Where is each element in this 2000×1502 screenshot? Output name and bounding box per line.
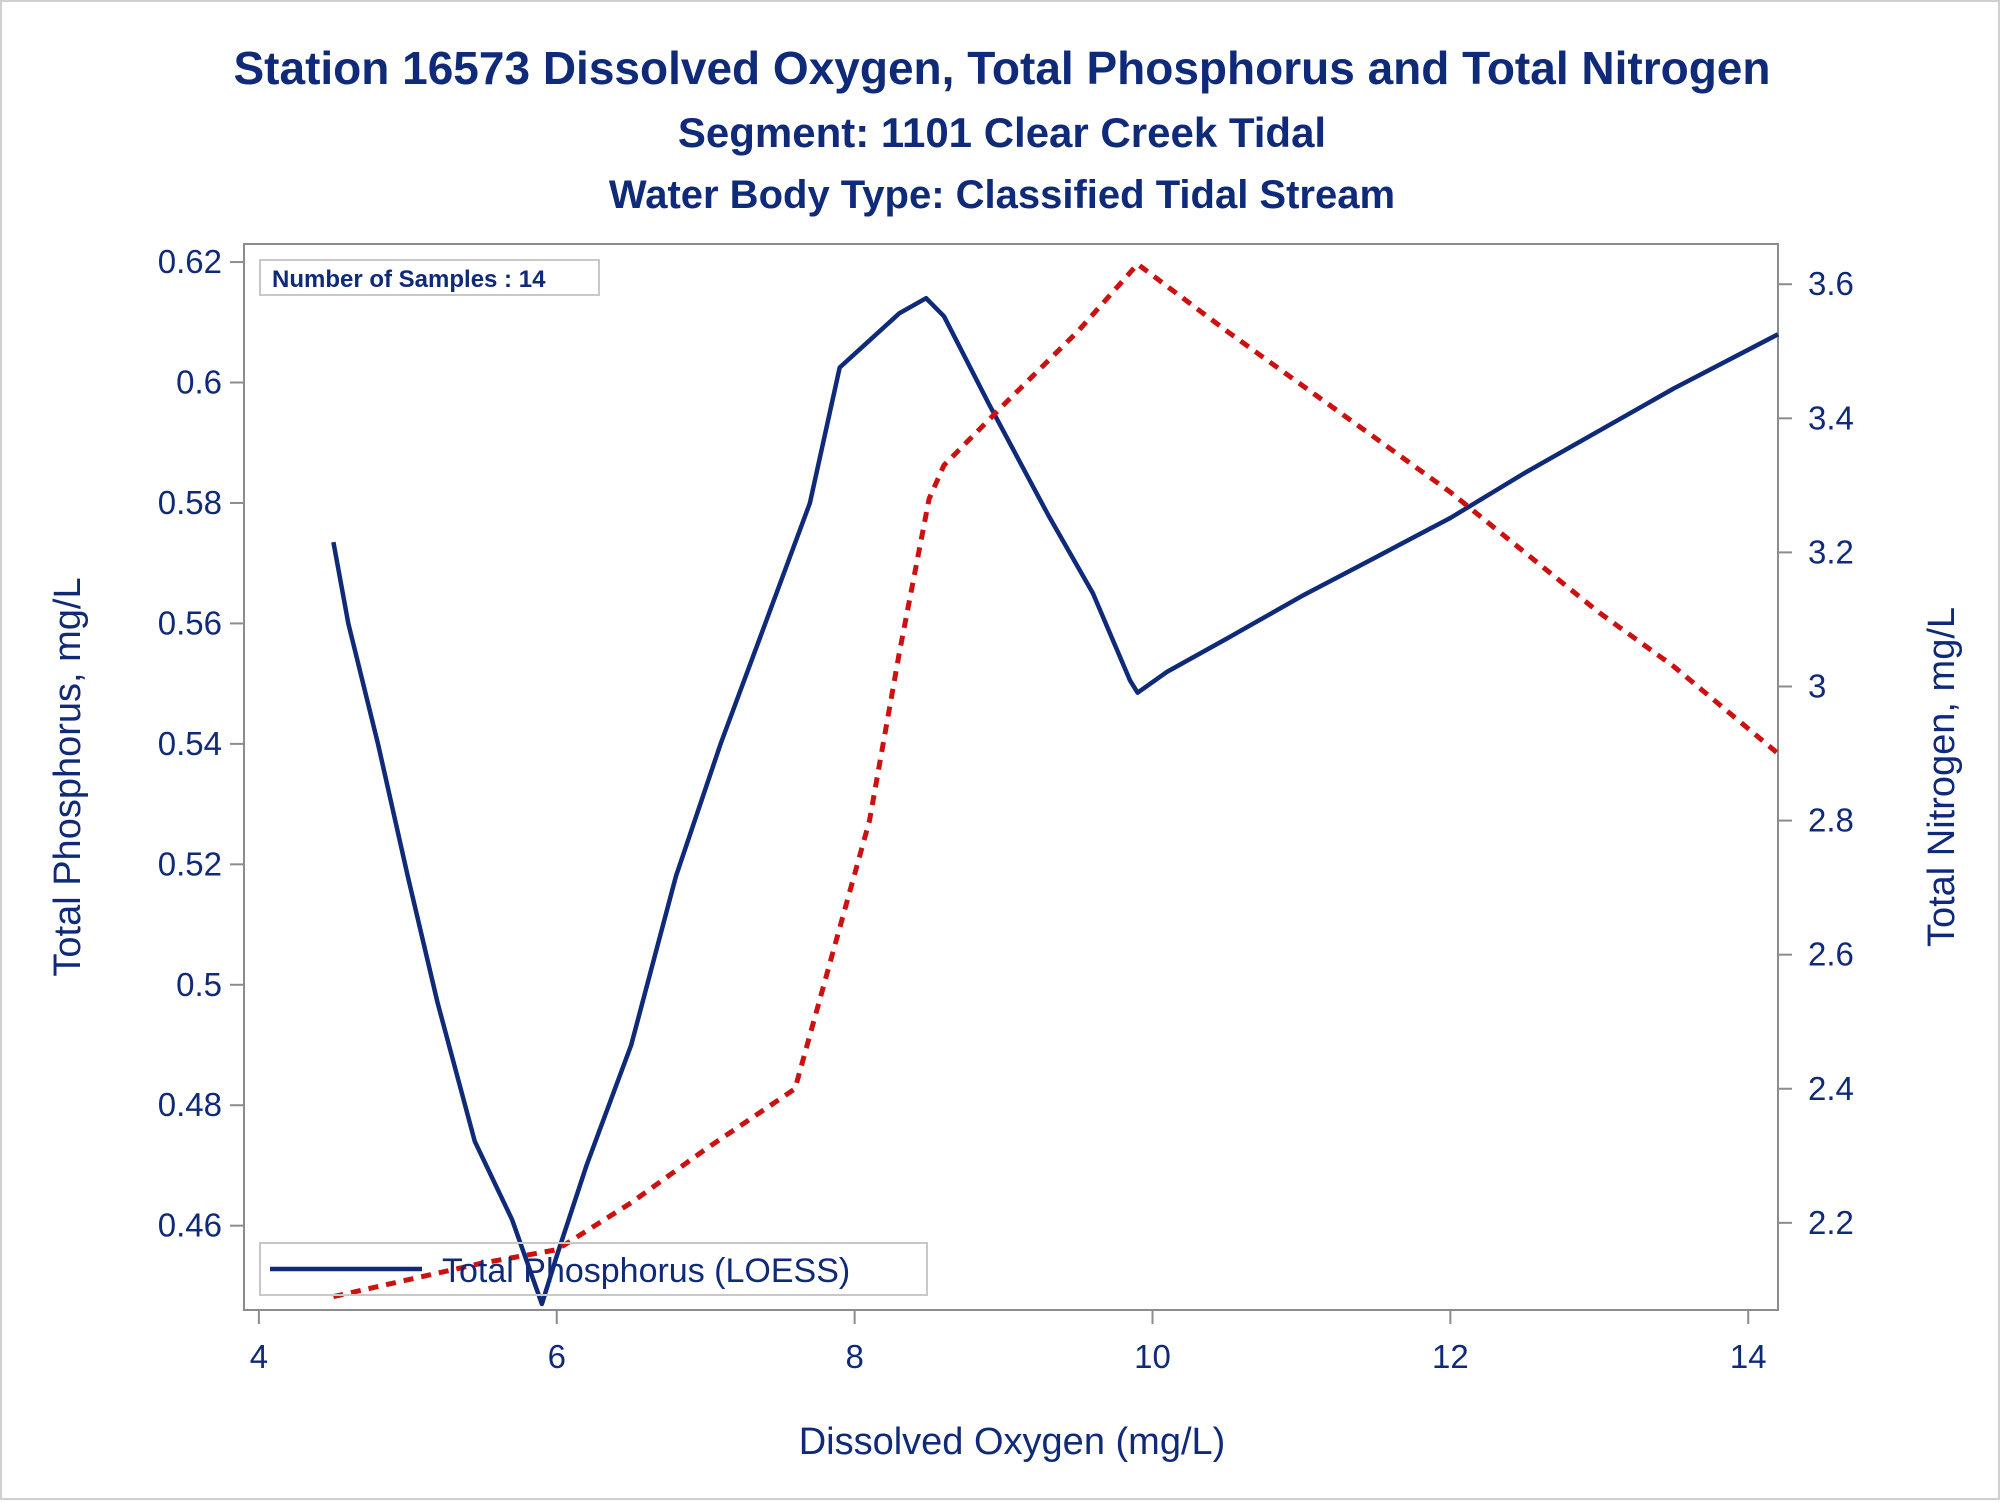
y-tick-label: 0.54 xyxy=(158,725,222,762)
y-tick-label: 0.62 xyxy=(158,243,222,280)
y2-tick-label: 2.4 xyxy=(1808,1070,1854,1107)
x-tick-label: 14 xyxy=(1730,1338,1767,1375)
y2-tick-label: 2.2 xyxy=(1808,1204,1854,1241)
x-tick-label: 6 xyxy=(548,1338,566,1375)
samples-inset-box xyxy=(259,259,600,296)
plot-area xyxy=(243,243,1779,1311)
x-tick-label: 4 xyxy=(250,1338,268,1375)
x-axis: 4 6 8 10 12 14 xyxy=(250,1310,1767,1375)
y-axis-right: 2.2 2.4 2.6 2.8 3 3.2 3.4 3.6 xyxy=(1778,265,1854,1241)
series-line-total-nitrogen xyxy=(332,261,1780,1300)
legend-label-phosphorus: Total Phosphorus (LOESS) xyxy=(442,1252,850,1290)
chart-subtitle-water-body: Water Body Type: Classified Tidal Stream xyxy=(609,173,1395,217)
y-tick-label: 0.52 xyxy=(158,845,222,882)
y-axis-left: 0.46 0.48 0.5 0.52 0.54 0.56 0.58 0.6 0.62 xyxy=(158,243,244,1244)
y2-tick-label: 3.2 xyxy=(1808,533,1854,570)
y-tick-label: 0.46 xyxy=(158,1207,222,1244)
y-tick-label: 0.48 xyxy=(158,1086,222,1123)
y2-tick-label: 3 xyxy=(1808,667,1826,704)
y-tick-label: 0.58 xyxy=(158,484,222,521)
chart-title: Station 16573 Dissolved Oxygen, Total Ph… xyxy=(233,42,1770,94)
y-axis-right-title: Total Nitrogen, mg/L xyxy=(1921,607,1963,947)
x-tick-label: 10 xyxy=(1134,1338,1171,1375)
series-line-total-phosphorus xyxy=(331,295,1780,1307)
y2-tick-label: 2.8 xyxy=(1808,802,1854,839)
x-axis-title: Dissolved Oxygen (mg/L) xyxy=(799,1421,1226,1463)
y-tick-label: 0.56 xyxy=(158,604,222,641)
y-tick-label: 0.5 xyxy=(176,966,222,1003)
x-tick-label: 8 xyxy=(845,1338,863,1375)
series-layer xyxy=(331,261,1780,1307)
legend-box xyxy=(259,1242,928,1296)
y2-tick-label: 3.4 xyxy=(1808,399,1854,436)
y-tick-label: 0.6 xyxy=(176,364,222,401)
y2-tick-label: 3.6 xyxy=(1808,265,1854,302)
x-tick-label: 12 xyxy=(1432,1338,1469,1375)
y-axis-left-title: Total Phosphorus, mg/L xyxy=(47,577,89,976)
y2-tick-label: 2.6 xyxy=(1808,936,1854,973)
chart-subtitle-segment: Segment: 1101 Clear Creek Tidal xyxy=(678,109,1326,156)
samples-inset-text: Number of Samples : 14 xyxy=(272,266,546,293)
